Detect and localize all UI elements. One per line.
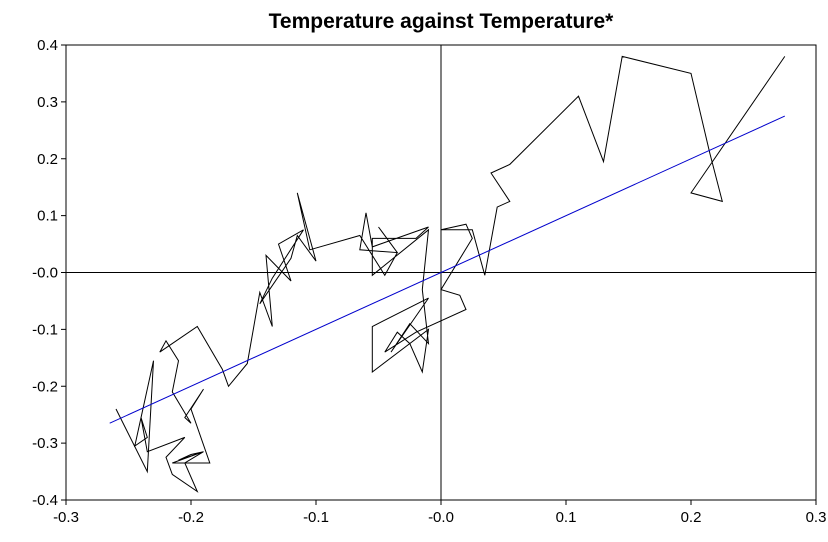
series-group [109,55,786,493]
y-tick-label: -0.0 [32,265,58,282]
x-tick-label: -0.3 [53,509,79,526]
y-tick-label: 0.4 [37,37,58,54]
x-tick-label: 0.2 [681,509,702,526]
chart-title: Temperature against Temperature* [269,10,614,33]
x-tick-label: -0.1 [303,509,329,526]
y-tick-label: -0.3 [32,435,58,452]
x-tick-label: 0.3 [806,509,827,526]
y-tick-label: -0.2 [32,378,58,395]
y-tick-label: 0.2 [37,151,58,168]
series-line-fit [109,115,786,424]
x-tick-label: 0.1 [556,509,577,526]
y-tick-label: -0.4 [32,492,58,509]
y-tick-label: 0.1 [37,208,58,225]
x-tick-label: -0.0 [428,509,454,526]
y-tick-label: 0.3 [37,94,58,111]
y-tick-label: -0.1 [32,321,58,338]
series-line-temperature [115,55,786,493]
x-axis: -0.3 -0.2 -0.1 -0.0 0.1 0.2 0.3 [53,500,826,526]
y-axis: 0.4 0.3 0.2 0.1 -0.0 -0.1 -0.2 -0.3 -0.4 [32,37,66,509]
x-tick-label: -0.2 [178,509,204,526]
